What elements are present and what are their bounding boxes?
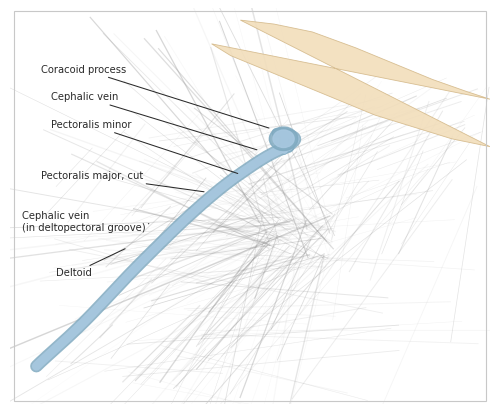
Text: Coracoid process: Coracoid process [41, 65, 269, 128]
Text: Pectoralis major, cut: Pectoralis major, cut [41, 171, 204, 192]
Text: Cephalic vein: Cephalic vein [51, 92, 257, 150]
Circle shape [270, 127, 298, 150]
Text: Cephalic vein
(in deltopectoral groove): Cephalic vein (in deltopectoral groove) [22, 211, 149, 233]
Text: Pectoralis minor: Pectoralis minor [51, 120, 238, 173]
Polygon shape [212, 20, 490, 147]
Text: Deltoid: Deltoid [56, 249, 125, 278]
Circle shape [273, 130, 294, 147]
